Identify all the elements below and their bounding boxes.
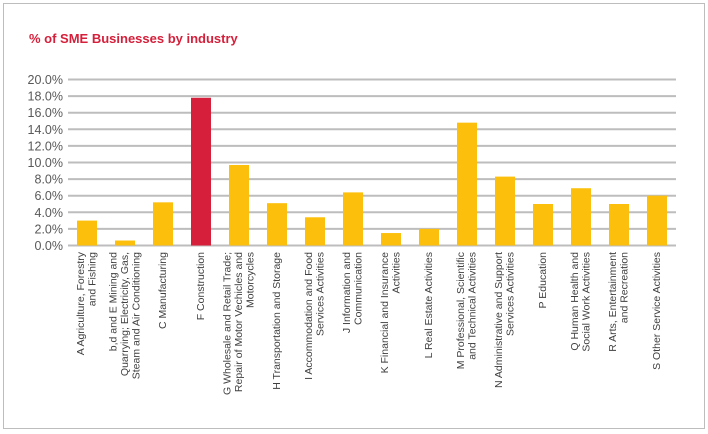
y-tick-label: 20.0%	[28, 73, 63, 87]
x-tick-label-line: Q Human Health and	[569, 252, 581, 351]
y-tick-label: 4.0%	[35, 206, 64, 220]
x-tick-label-line: K Financial and Insurance	[379, 252, 391, 374]
x-tick-label-line: I Accommodation and Food	[303, 252, 315, 380]
x-tick-label-line: and Fishing	[87, 252, 99, 306]
y-tick-label: 6.0%	[35, 189, 64, 203]
x-tick-label-line: Repair of Motor Vechicles and	[233, 252, 245, 392]
bar	[571, 188, 591, 246]
x-tick-label-line: H Transportation and Storage	[271, 252, 283, 390]
bar	[419, 228, 439, 246]
x-tick-label-line: M Professional, Scientific	[455, 252, 467, 369]
x-tick-label-line: L Real Estate Activities	[423, 252, 435, 358]
x-tick-label-line: and Recreation	[619, 252, 631, 323]
x-tick-label-line: R Arts, Entertainment	[607, 252, 619, 352]
x-tick-label-line: and Technical Activities	[467, 252, 479, 360]
bars	[77, 97, 667, 246]
y-tick-label: 10.0%	[28, 156, 63, 170]
bar	[609, 204, 629, 246]
x-tick-label-line: Services Activities	[315, 252, 327, 336]
bar	[191, 97, 211, 246]
x-tick-label-line: b,d and E Mining and	[107, 252, 119, 351]
x-tick-label-line: J Information and	[341, 252, 353, 333]
bar	[495, 176, 515, 246]
y-tick-label: 12.0%	[28, 139, 63, 153]
x-tick-label-line: P Education	[537, 252, 549, 309]
x-tick-label-line: F Construction	[195, 252, 207, 320]
bar	[229, 164, 249, 246]
bar	[267, 203, 287, 246]
bar	[457, 122, 477, 246]
x-tick-label-line: N Administrative and Support	[493, 252, 505, 388]
bar	[77, 220, 97, 246]
y-tick-label: 2.0%	[35, 222, 64, 236]
bar	[153, 202, 173, 246]
x-tick-label-line: Activities	[391, 252, 403, 293]
bar	[533, 204, 553, 246]
x-tick-label-line: Quarrying; Electricity, Gas,	[119, 252, 131, 376]
x-axis-labels: A Agriculture, Forestry and Fishing b,d an…	[75, 251, 663, 395]
bar	[115, 240, 135, 246]
x-tick-label-line: S Other Service Activities	[651, 252, 663, 370]
y-tick-label: 14.0%	[28, 123, 63, 137]
x-tick-label-line: G Wholesale and Retail Trade;	[221, 252, 233, 395]
x-tick-label-line: A Agriculture, Forestry	[75, 251, 87, 355]
y-tick-label: 0.0%	[35, 239, 64, 253]
y-tick-label: 16.0%	[28, 106, 63, 120]
x-tick-label-line: C Manufacturing	[157, 252, 169, 329]
y-tick-label: 18.0%	[28, 90, 63, 104]
bar	[305, 217, 325, 246]
x-tick-label-line: Communication	[353, 252, 365, 325]
bar	[381, 233, 401, 246]
bar	[343, 192, 363, 246]
chart-title: % of SME Businesses by industry	[29, 31, 238, 46]
y-axis-ticks: 0.0% 2.0% 4.0% 6.0% 8.0% 10.0% 12.0% 14.0% 16.0%…	[28, 73, 63, 253]
x-tick-label-line: Services Activities	[505, 252, 517, 336]
x-tick-label-line: Motorcycles	[244, 252, 256, 308]
x-tick-label-line: Steam and Air Conditioning	[130, 252, 142, 379]
y-tick-label: 8.0%	[35, 173, 64, 187]
bar	[647, 195, 667, 246]
x-tick-label-line: Social Work Activities	[581, 252, 593, 352]
